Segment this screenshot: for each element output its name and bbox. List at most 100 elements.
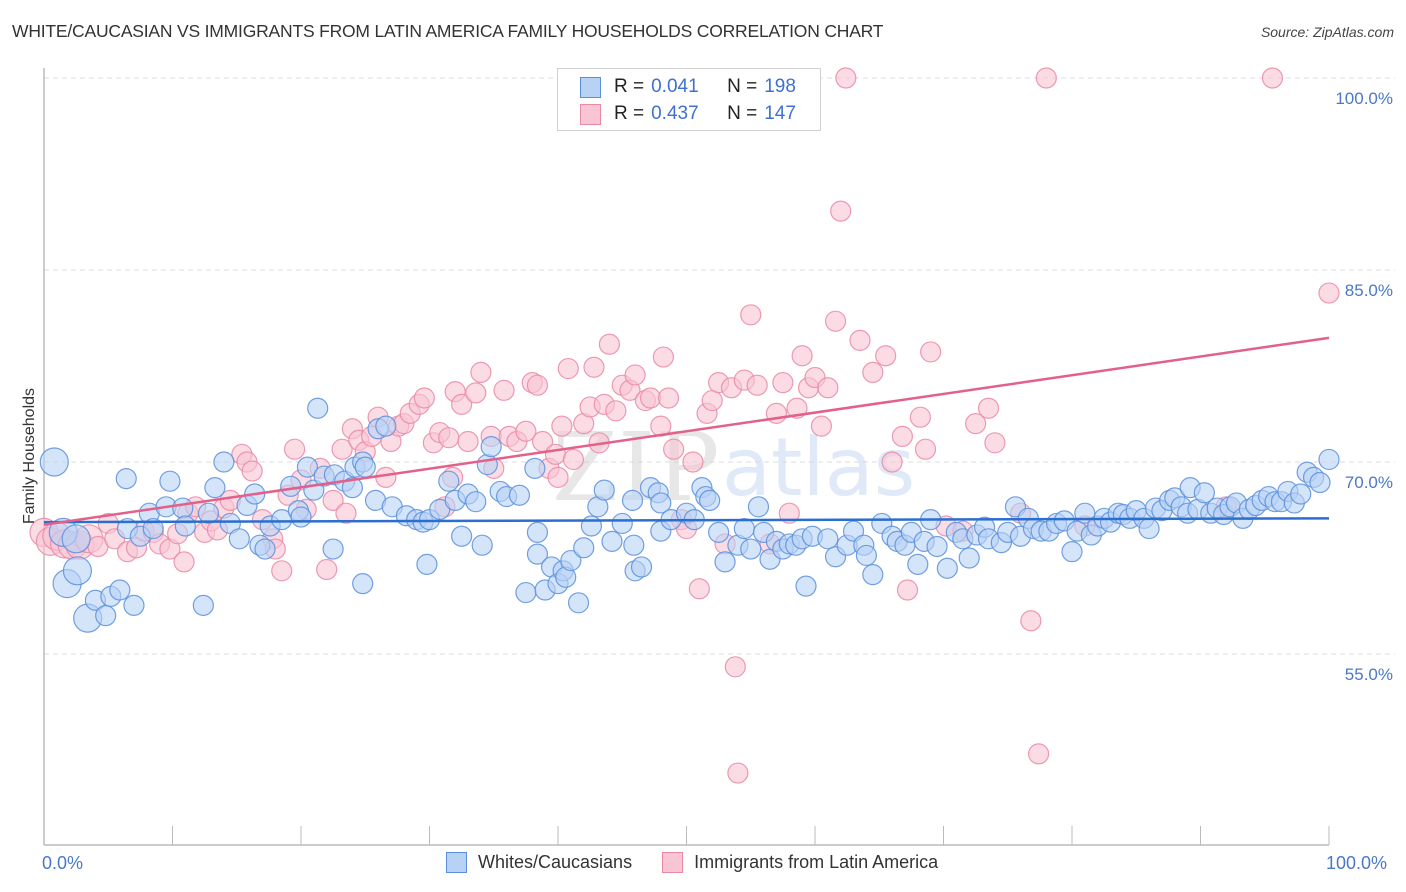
- whites-point: [142, 517, 164, 540]
- whites-point: [526, 521, 549, 544]
- whites-point: [926, 535, 948, 558]
- immigrants-point: [724, 656, 746, 678]
- immigrants-point: [331, 438, 353, 460]
- whites-point: [471, 534, 493, 556]
- gridlines: [44, 77, 1395, 655]
- immigrants-point: [1318, 282, 1340, 304]
- immigrants-point: [624, 364, 646, 386]
- whites-point: [733, 517, 755, 540]
- whites-point: [817, 528, 839, 550]
- whites-point: [341, 477, 363, 499]
- series-whites-points: [39, 397, 1340, 633]
- whites-point: [650, 492, 672, 514]
- r-value: 0.437: [651, 103, 699, 124]
- immigrants-point: [772, 372, 794, 394]
- trend-lines: [43, 336, 1330, 526]
- whites-point: [611, 512, 633, 535]
- immigrants-point: [1027, 743, 1050, 765]
- n-label: N =: [727, 103, 758, 124]
- whites-point: [480, 436, 502, 458]
- whites-point: [322, 538, 344, 560]
- immigrants-point: [562, 448, 585, 471]
- whites-point: [296, 456, 319, 478]
- immigrants-point: [551, 415, 573, 437]
- immigrants-point: [920, 341, 942, 363]
- immigrants-point: [515, 420, 537, 442]
- whites-point: [560, 549, 582, 572]
- immigrants-point: [557, 357, 579, 380]
- n-value: 147: [764, 103, 796, 124]
- whites-point: [290, 506, 312, 528]
- whites-point: [508, 484, 531, 506]
- r-label: R =: [614, 76, 645, 97]
- immigrants-point: [824, 310, 847, 332]
- immigrants-point: [598, 333, 621, 355]
- immigrants-point: [316, 558, 338, 581]
- whites-point: [197, 502, 220, 524]
- immigrants-point: [583, 356, 605, 378]
- immigrants-point: [1035, 67, 1057, 89]
- whites-point: [280, 475, 302, 497]
- n-label: N =: [727, 76, 758, 97]
- whites-point: [567, 592, 590, 614]
- immigrants-point: [547, 466, 569, 488]
- y-tick-label: 55.0%: [1345, 665, 1393, 684]
- immigrants-point: [881, 451, 903, 473]
- immigrants-point: [657, 387, 680, 409]
- whites-point: [62, 556, 93, 586]
- immigrants-legend-swatch-icon: [662, 852, 684, 873]
- immigrants-point: [701, 389, 723, 412]
- immigrants-point: [465, 382, 487, 404]
- y-tick-label: 85.0%: [1345, 281, 1393, 300]
- immigrants-point: [830, 200, 852, 222]
- immigrants-point: [791, 345, 813, 367]
- whites-point: [1318, 448, 1340, 471]
- whites-point: [213, 451, 235, 473]
- whites-point: [601, 530, 623, 552]
- immigrants-point: [977, 397, 1000, 419]
- immigrants-point: [778, 502, 800, 524]
- whites-point: [254, 538, 276, 560]
- immigrants-point: [526, 374, 549, 396]
- whites-point: [747, 496, 770, 518]
- whites-point: [476, 453, 498, 476]
- r-label: R =: [614, 103, 645, 124]
- whites-point: [95, 604, 117, 627]
- whites-point: [1290, 483, 1312, 505]
- legend-item-whites[interactable]: Whites/Caucasians: [446, 852, 632, 873]
- whites-point: [708, 521, 730, 544]
- immigrants-point: [984, 432, 1006, 454]
- stats-row-immigrants: R = 0.437 N = 147: [580, 102, 796, 126]
- whites-point: [524, 457, 546, 479]
- whites-point: [630, 556, 653, 578]
- whites-point: [699, 489, 721, 511]
- stats-row-whites: R = 0.041 N = 198: [580, 75, 796, 99]
- immigrants-point: [1261, 67, 1284, 89]
- immigrants-point: [817, 377, 839, 399]
- immigrants-point: [1020, 610, 1042, 632]
- whites-point: [115, 468, 137, 490]
- whites-point: [907, 553, 929, 576]
- immigrants-point: [727, 762, 749, 784]
- whites-point: [172, 497, 194, 519]
- immigrants-point: [283, 438, 306, 460]
- immigrants-point: [896, 579, 919, 601]
- immigrants-point: [375, 466, 397, 488]
- immigrants-point: [862, 361, 884, 383]
- whites-point: [174, 515, 196, 537]
- whites-point: [159, 470, 181, 492]
- legend-item-immigrants[interactable]: Immigrants from Latin America: [662, 852, 938, 873]
- immigrants-point: [605, 400, 627, 422]
- x-tick-label-min: 0.0%: [42, 853, 84, 873]
- immigrants-point: [965, 413, 987, 435]
- immigrants-point: [544, 443, 567, 465]
- immigrants-swatch-icon: [580, 103, 601, 125]
- whites-point: [573, 537, 595, 559]
- immigrants-point: [241, 460, 263, 482]
- y-tick-labels: 55.0% 70.0% 85.0% 100.0%: [1335, 89, 1393, 684]
- immigrants-point: [493, 379, 515, 401]
- series-legend: Whites/Caucasians Immigrants from Latin …: [446, 852, 968, 873]
- whites-point: [352, 572, 374, 595]
- immigrants-point: [451, 393, 473, 415]
- immigrants-point: [639, 387, 662, 409]
